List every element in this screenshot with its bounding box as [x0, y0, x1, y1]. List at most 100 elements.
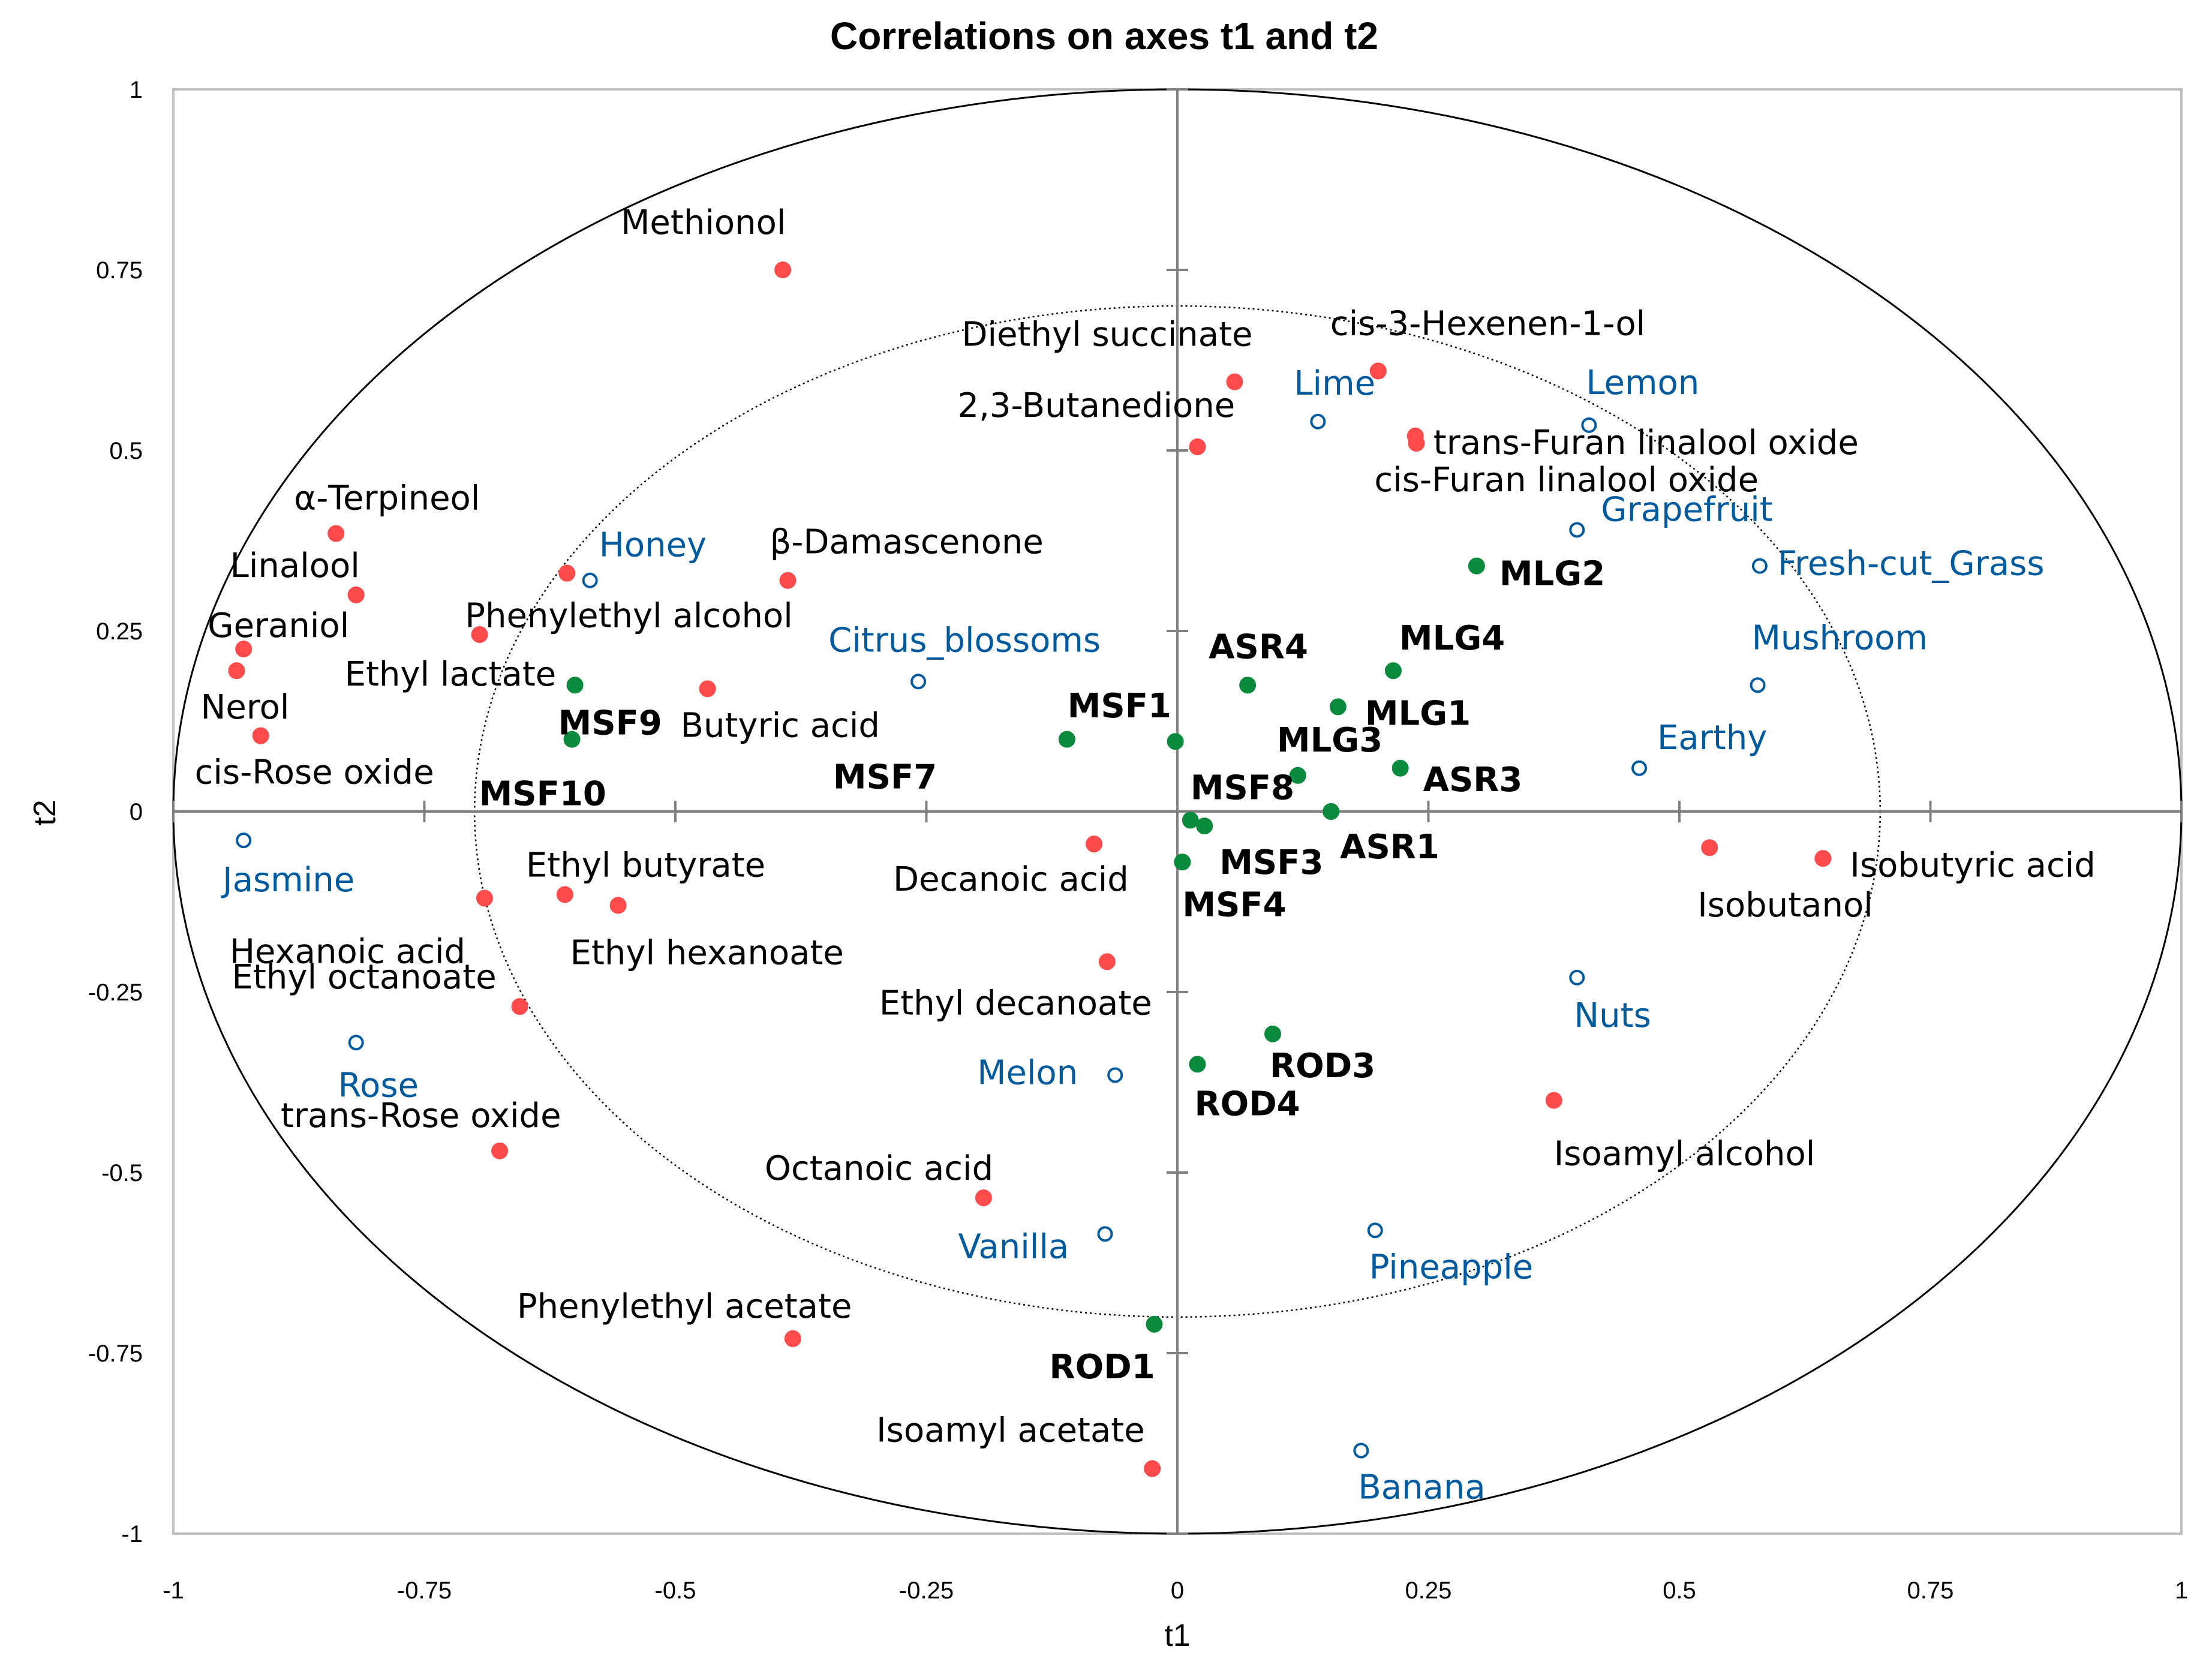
point-linalool	[347, 586, 365, 603]
point-butyric-acid	[699, 680, 716, 698]
point-hexanoic-acid	[476, 889, 493, 907]
label-lime: Lime	[1294, 364, 1375, 403]
point-mlg3	[1289, 767, 1306, 784]
point-lemon	[1581, 417, 1597, 433]
point-isobutyric-acid	[1814, 850, 1832, 867]
x-tick-label: -0.75	[397, 1577, 452, 1604]
label-isobutanol: Isobutanol	[1697, 886, 1873, 925]
x-tick-label: 0.75	[1907, 1577, 1954, 1604]
point-vanilla	[1097, 1226, 1113, 1242]
point-nerol	[228, 662, 245, 680]
label-rod4: ROD4	[1194, 1084, 1300, 1123]
point-isoamyl-alcohol	[1545, 1092, 1562, 1109]
label-honey: Honey	[599, 526, 707, 565]
point-cis-furan-linalool-oxide	[1408, 434, 1425, 452]
label-isoamyl-alcohol: Isoamyl alcohol	[1554, 1135, 1816, 1174]
x-tick-label: 0.5	[1663, 1577, 1696, 1604]
label-msf8: MSF8	[1191, 768, 1294, 807]
label-mlg3: MLG3	[1277, 721, 1382, 760]
label-asr1: ASR1	[1340, 828, 1439, 867]
point-grapefruit	[1569, 522, 1585, 538]
y-axis-ticks: -1 -0.75 -0.5 -0.25 0 0.25 0.5 0.75 1	[88, 77, 1188, 1547]
point-phenylethyl-alcohol	[558, 564, 576, 582]
point-ethyl-hexanoate	[609, 897, 627, 914]
point-asr4	[1239, 677, 1257, 694]
point-rod4	[1189, 1056, 1206, 1073]
y-tick-label: -0.25	[88, 979, 143, 1006]
point-2-3-butanedione	[1189, 438, 1206, 455]
label-nerol: Nerol	[200, 688, 289, 727]
point-methionol	[774, 262, 792, 278]
point-msf9	[566, 677, 584, 694]
label-ethyl-butyrate: Ethyl butyrate	[526, 846, 765, 885]
label-jasmine: Jasmine	[221, 861, 354, 900]
x-axis-label: t1	[1164, 1618, 1190, 1653]
point-cis-3-hexenen-1-ol	[1369, 362, 1387, 380]
point-msf8	[1182, 812, 1199, 829]
label-asr4: ASR4	[1209, 627, 1308, 666]
point-lime	[1310, 413, 1326, 429]
point-melon	[1107, 1067, 1123, 1083]
y-tick-label: 0.75	[96, 257, 143, 284]
point-phenylethyl-acetate	[784, 1330, 801, 1347]
label-fresh-cut-grass: Fresh-cut_Grass	[1778, 545, 2045, 584]
point-ethyl-octanoate	[511, 998, 528, 1015]
label-ethyl-hexanoate: Ethyl hexanoate	[570, 934, 844, 973]
label-trans-rose-oxide: trans-Rose oxide	[281, 1096, 561, 1135]
x-tick-label: 1	[2175, 1577, 2188, 1604]
label-ethyl-decanoate: Ethyl decanoate	[879, 984, 1152, 1023]
point-damascenone	[779, 572, 797, 589]
label-msf7: MSF7	[833, 758, 937, 797]
label-mushroom: Mushroom	[1752, 618, 1928, 657]
label-mlg4: MLG4	[1399, 619, 1505, 658]
label-methionol: Methionol	[621, 203, 786, 242]
x-axis-ticks: -1 -0.75 -0.5 -0.25 0 0.25 0.5 0.75 1	[163, 801, 2188, 1604]
label-rod1: ROD1	[1049, 1348, 1155, 1387]
label-trans-furan-linalool-oxide: trans-Furan linalool oxide	[1433, 423, 1859, 462]
label-banana: Banana	[1358, 1468, 1485, 1507]
y-tick-label: -0.75	[88, 1341, 143, 1367]
label-isoamyl-acetate: Isoamyl acetate	[876, 1411, 1145, 1450]
label-msf3: MSF3	[1219, 843, 1323, 882]
point-rod1	[1146, 1315, 1163, 1333]
label-msf1: MSF1	[1068, 687, 1171, 726]
point-rod3	[1264, 1025, 1282, 1042]
point-octanoic-acid	[975, 1189, 992, 1207]
label-rose: Rose	[338, 1066, 419, 1105]
point-msf7	[1058, 731, 1075, 748]
data-labels: Methionol Diethyl succinate cis-3-Hexenen-…	[195, 203, 2096, 1507]
x-tick-label: 0.25	[1405, 1577, 1452, 1604]
label-asr3: ASR3	[1423, 761, 1523, 800]
point-rose	[348, 1035, 364, 1051]
y-tick-label: 0.5	[109, 438, 143, 464]
label-mlg1: MLG1	[1365, 694, 1471, 733]
point-isobutanol	[1701, 839, 1718, 856]
x-tick-label: -0.25	[899, 1577, 954, 1604]
point-cis-rose-oxide	[252, 727, 269, 744]
point-ethyl-butyrate	[556, 886, 573, 903]
point-msf10	[563, 731, 581, 748]
label-geraniol: Geraniol	[208, 606, 349, 645]
label-ethyl-octanoate: Ethyl octanoate	[232, 958, 497, 997]
label-decanoic-acid: Decanoic acid	[893, 860, 1129, 899]
label-mlg2: MLG2	[1499, 555, 1605, 594]
point-jasmine	[236, 832, 252, 849]
label-lemon: Lemon	[1586, 363, 1699, 402]
label-pineapple: Pineapple	[1369, 1248, 1533, 1287]
point-asr1	[1323, 803, 1340, 820]
data-points	[228, 262, 1832, 1477]
point-diethyl-succinate	[1226, 373, 1243, 390]
point-mushroom	[1750, 677, 1766, 693]
x-tick-label: -0.5	[655, 1577, 696, 1604]
point-citrus-blossoms	[910, 674, 927, 690]
point-earthy	[1631, 760, 1648, 776]
label-melon: Melon	[977, 1053, 1078, 1092]
point-fresh-cut-grass	[1751, 558, 1768, 574]
point-terpineol	[327, 525, 345, 542]
y-tick-label: 0.25	[96, 618, 143, 645]
chart-title: Correlations on axes t1 and t2	[830, 14, 1378, 58]
point-msf1	[1167, 733, 1184, 750]
point-asr3	[1391, 759, 1409, 777]
label-earthy: Earthy	[1657, 719, 1767, 758]
